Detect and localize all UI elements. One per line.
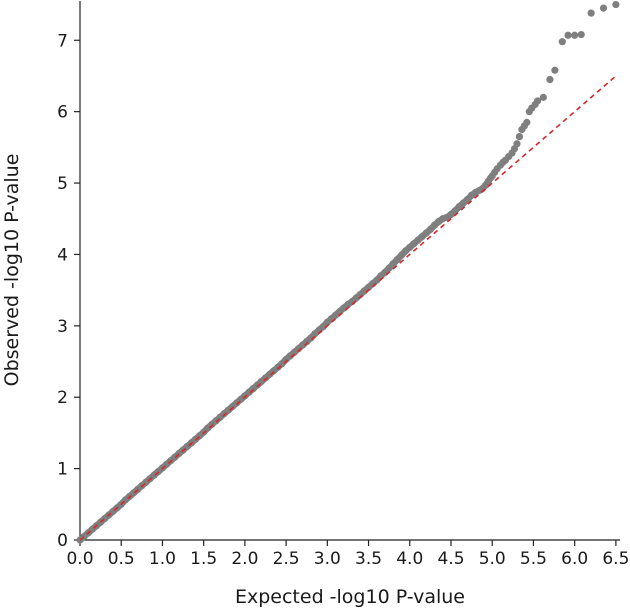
data-point [599,4,608,12]
reference-line [79,75,617,541]
data-point [564,31,572,39]
x-tick-label: 2.0 [231,549,258,569]
x-tick-label: 6.0 [561,549,588,569]
data-point [523,118,531,126]
x-tick-label: 3.0 [314,549,341,569]
data-point [546,75,554,84]
x-axis-label: Expected -log10 P-value [235,586,465,608]
y-tick-label: 1 [57,460,68,480]
x-tick-label: 2.5 [273,549,300,569]
x-tick-label: 4.5 [437,549,464,569]
x-tick-label: 1.5 [190,549,217,569]
x-tick-label: 3.5 [355,549,382,569]
x-tick-label: 0.5 [108,549,135,569]
x-tick-label: 0.0 [66,549,93,569]
x-axis-ticks: 0.0 0.5 1.0 1.5 2.0 2.5 3.0 3.5 4.0 4.5 5.0 5.5 6.0 6… [66,540,629,569]
data-point [577,30,585,39]
data-point [513,140,521,148]
x-tick-label: 6.5 [602,549,629,569]
x-tick-label: 5.0 [479,549,506,569]
data-point [587,9,595,17]
y-tick-label: 3 [57,317,68,337]
y-axis-label: Observed -log10 P-value [1,154,23,387]
y-tick-label: 2 [57,388,68,408]
y-tick-label: 7 [57,31,68,51]
y-tick-label: 0 [57,531,68,551]
reference-line-group [79,75,617,541]
y-axis-ticks: 0 1 2 3 4 5 6 7 [57,31,80,551]
y-tick-label: 6 [57,103,68,123]
plot-axes [79,1,620,541]
data-point [533,97,542,105]
x-tick-label: 5.5 [520,549,547,569]
data-point [558,38,566,46]
data-points [76,0,620,544]
data-point [515,133,524,141]
x-tick-label: 1.0 [149,549,176,569]
y-tick-label: 4 [57,245,68,265]
data-point [539,93,547,101]
data-point [551,66,559,74]
x-tick-label: 4.0 [396,549,423,569]
y-tick-label: 5 [57,174,68,194]
data-point [612,0,620,9]
data-point [571,31,579,39]
